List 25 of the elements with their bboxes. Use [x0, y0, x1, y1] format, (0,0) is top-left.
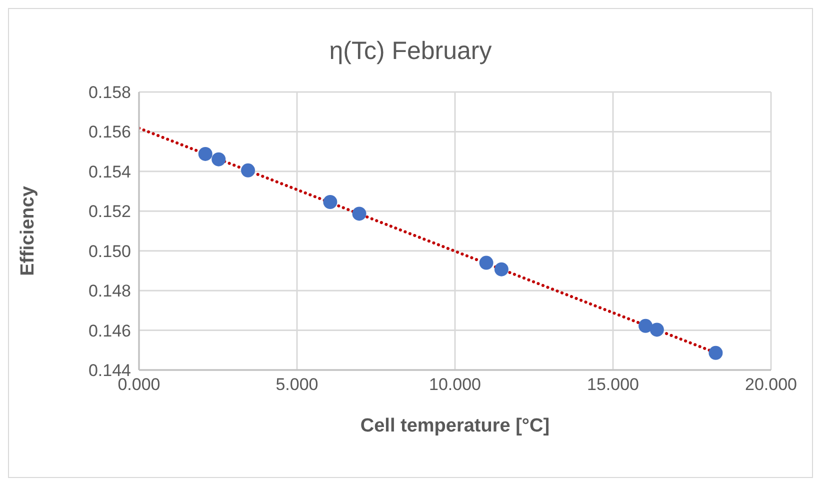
x-tick-label: 10.000	[429, 375, 481, 394]
x-tick-label: 15.000	[587, 375, 639, 394]
point	[494, 262, 508, 276]
x-tick-label: 5.000	[276, 375, 318, 394]
chart-title: η(Tc) February	[328, 37, 493, 66]
y-tick-label: 0.154	[88, 162, 131, 182]
point	[212, 152, 226, 166]
y-tick-label: 0.148	[88, 282, 131, 301]
point	[638, 318, 653, 333]
y-tick-label: 0.152	[88, 202, 131, 222]
y-tick-label: 0.146	[88, 321, 131, 340]
point	[479, 256, 494, 270]
point	[323, 195, 338, 210]
x-tick-label: 0.000	[118, 375, 160, 394]
y-tick-label: 0.150	[88, 242, 131, 261]
y-tick-label: 0.156	[88, 122, 131, 142]
point	[198, 146, 212, 161]
x-tick-label: 20.000	[745, 375, 797, 394]
point	[352, 206, 366, 221]
x-axis-title: Cell temperature [°C]	[360, 415, 550, 436]
point	[708, 346, 723, 360]
point	[650, 322, 664, 337]
point	[241, 163, 256, 178]
y-tick-label: 0.158	[88, 83, 131, 102]
y-axis-title: Efficiency	[18, 186, 39, 276]
